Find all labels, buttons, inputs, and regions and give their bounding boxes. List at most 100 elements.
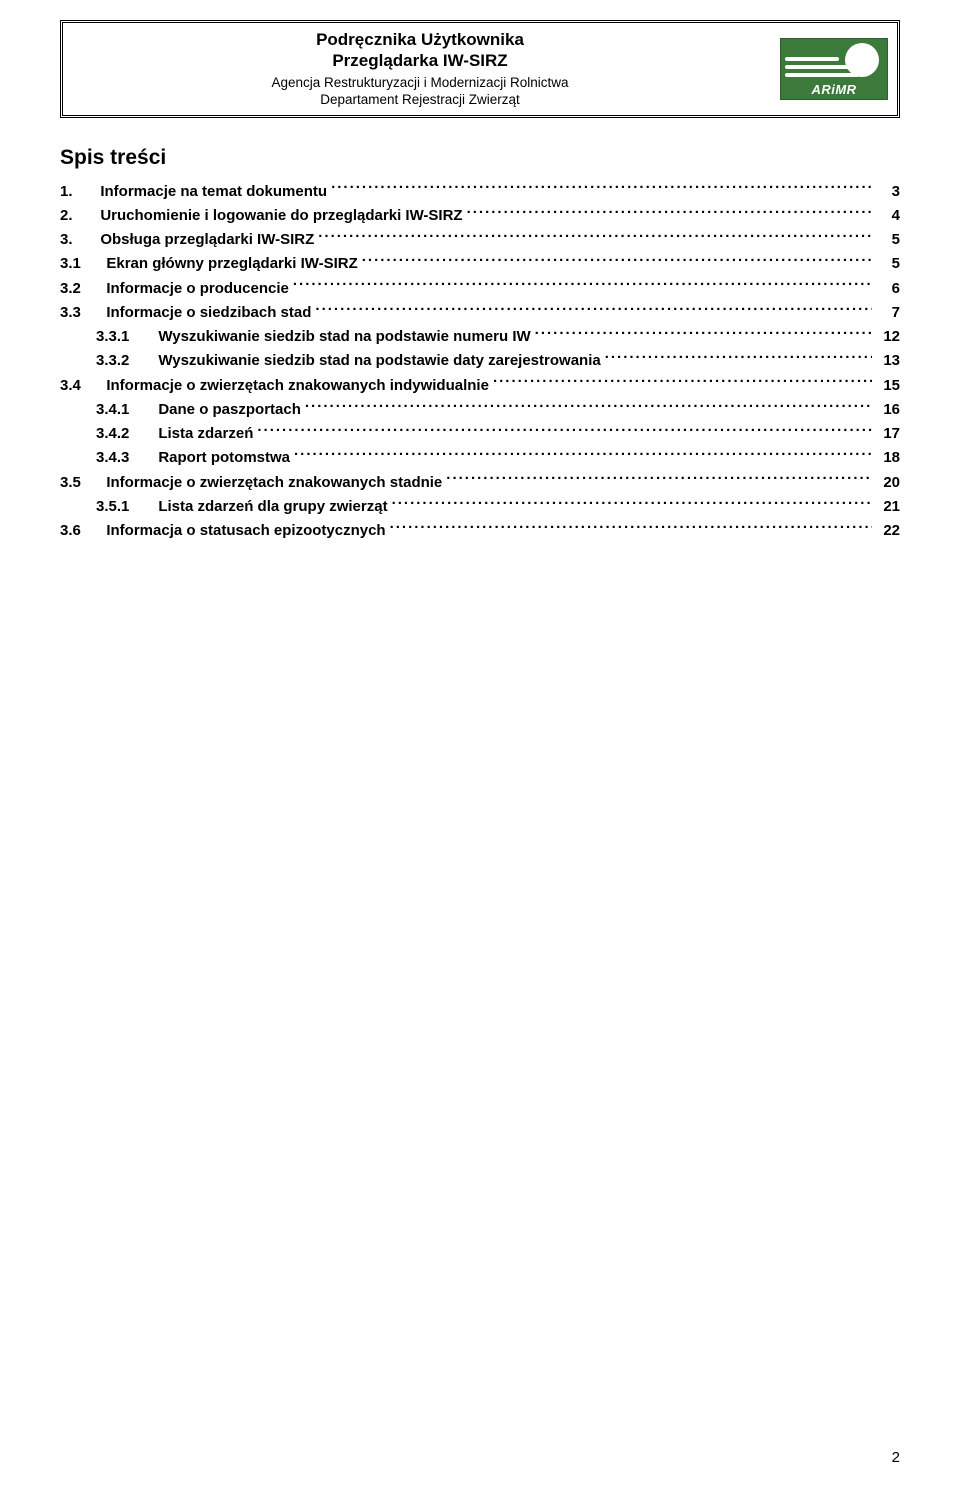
logo-stripe <box>785 73 859 77</box>
toc-entry-number: 3.4.1 <box>96 398 150 421</box>
toc-entry-label: Informacje o zwierzętach znakowanych ind… <box>106 374 489 397</box>
toc-entry-label: Raport potomstwa <box>158 446 290 469</box>
toc-entry-label: Lista zdarzeń <box>158 422 253 445</box>
toc-entry: 3.4.1 Dane o paszportach 16 <box>60 398 900 421</box>
toc-dot-leader <box>605 350 872 365</box>
header-sub-2: Departament Rejestracji Zwierząt <box>63 91 777 109</box>
toc-entry-label: Informacja o statusach epizootycznych <box>106 519 385 542</box>
toc-gap <box>150 495 158 518</box>
toc-gap <box>98 252 106 275</box>
document-page: Podręcznika Użytkownika Przeglądarka IW-… <box>0 0 960 1494</box>
toc-entry-number: 2. <box>60 204 92 227</box>
toc-entry-page: 3 <box>876 180 900 203</box>
toc-dot-leader <box>535 326 872 341</box>
toc-entry-label: Lista zdarzeń dla grupy zwierząt <box>158 495 387 518</box>
toc-entry: 2. Uruchomienie i logowanie do przegląda… <box>60 204 900 227</box>
toc-entry-number: 3.4.3 <box>96 446 150 469</box>
toc-entry: 1. Informacje na temat dokumentu 3 <box>60 180 900 203</box>
toc-entry: 3.3.1 Wyszukiwanie siedzib stad na podst… <box>60 325 900 348</box>
arimr-logo-icon: ARiMR <box>780 38 888 100</box>
toc-entry-number: 3.5 <box>60 471 98 494</box>
toc-entry-number: 3.2 <box>60 277 98 300</box>
toc-entry-page: 5 <box>876 228 900 251</box>
toc-dot-leader <box>390 520 872 535</box>
toc-entry: 3.3 Informacje o siedzibach stad 7 <box>60 301 900 324</box>
toc-entry-number: 3.3.2 <box>96 349 150 372</box>
toc-entry-page: 12 <box>876 325 900 348</box>
toc-dot-leader <box>293 278 872 293</box>
toc-entry-label: Wyszukiwanie siedzib stad na podstawie n… <box>158 325 530 348</box>
toc-entry: 3. Obsługa przeglądarki IW-SIRZ 5 <box>60 228 900 251</box>
logo-sun-shape <box>845 43 879 77</box>
toc-heading: Spis treści <box>60 146 900 170</box>
toc-entry-number: 1. <box>60 180 92 203</box>
toc-entry-page: 5 <box>876 252 900 275</box>
toc-entry-label: Obsługa przeglądarki IW-SIRZ <box>100 228 314 251</box>
toc-entry-number: 3. <box>60 228 92 251</box>
toc-entry-label: Dane o paszportach <box>158 398 301 421</box>
toc-entry-label: Informacje o siedzibach stad <box>106 301 311 324</box>
toc-entry: 3.5.1 Lista zdarzeń dla grupy zwierząt 21 <box>60 495 900 518</box>
toc-entry-label: Informacje na temat dokumentu <box>100 180 327 203</box>
toc-entry: 3.4.3 Raport potomstwa 18 <box>60 446 900 469</box>
logo-cell: ARiMR <box>777 23 897 115</box>
toc-dot-leader <box>331 181 872 196</box>
toc-entry-label: Uruchomienie i logowanie do przeglądarki… <box>100 204 462 227</box>
header-inner: Podręcznika Użytkownika Przeglądarka IW-… <box>63 23 897 115</box>
toc-entry-page: 18 <box>876 446 900 469</box>
toc-entry-number: 3.3 <box>60 301 98 324</box>
logo-brand-text: ARiMR <box>781 82 887 97</box>
toc-gap <box>98 471 106 494</box>
toc-entry-page: 13 <box>876 349 900 372</box>
toc-gap <box>98 519 106 542</box>
toc-dot-leader <box>315 302 872 317</box>
logo-stripe <box>785 65 849 69</box>
toc-entry-label: Wyszukiwanie siedzib stad na podstawie d… <box>158 349 600 372</box>
toc-dot-leader <box>467 205 872 220</box>
toc-dot-leader <box>257 423 872 438</box>
toc-entry-number: 3.1 <box>60 252 98 275</box>
toc-gap <box>150 422 158 445</box>
header-text-block: Podręcznika Użytkownika Przeglądarka IW-… <box>63 23 777 115</box>
toc-gap <box>98 277 106 300</box>
toc-entry: 3.4 Informacje o zwierzętach znakowanych… <box>60 374 900 397</box>
logo-stripe <box>785 57 839 61</box>
toc-gap <box>92 228 100 251</box>
toc-dot-leader <box>392 496 872 511</box>
toc-gap <box>150 446 158 469</box>
header-sub-1: Agencja Restrukturyzacji i Modernizacji … <box>63 74 777 92</box>
toc-entry-number: 3.4.2 <box>96 422 150 445</box>
toc-dot-leader <box>305 399 872 414</box>
toc-dot-leader <box>294 447 872 462</box>
toc-gap <box>92 180 100 203</box>
toc-entry-page: 7 <box>876 301 900 324</box>
toc-dot-leader <box>493 375 872 390</box>
toc-entry-label: Informacje o zwierzętach znakowanych sta… <box>106 471 442 494</box>
toc-entry-label: Ekran główny przeglądarki IW-SIRZ <box>106 252 357 275</box>
toc-gap <box>98 374 106 397</box>
table-of-contents: 1. Informacje na temat dokumentu32. Uruc… <box>60 180 900 543</box>
header-title-1: Podręcznika Użytkownika <box>63 29 777 50</box>
toc-entry-page: 17 <box>876 422 900 445</box>
toc-gap <box>98 301 106 324</box>
toc-entry: 3.1 Ekran główny przeglądarki IW-SIRZ 5 <box>60 252 900 275</box>
toc-entry: 3.3.2 Wyszukiwanie siedzib stad na podst… <box>60 349 900 372</box>
toc-entry-page: 15 <box>876 374 900 397</box>
toc-entry: 3.4.2 Lista zdarzeń 17 <box>60 422 900 445</box>
toc-entry: 3.6 Informacja o statusach epizootycznyc… <box>60 519 900 542</box>
toc-entry-page: 16 <box>876 398 900 421</box>
toc-entry-number: 3.5.1 <box>96 495 150 518</box>
toc-entry-page: 4 <box>876 204 900 227</box>
toc-entry-number: 3.4 <box>60 374 98 397</box>
toc-entry: 3.2 Informacje o producencie 6 <box>60 277 900 300</box>
document-header: Podręcznika Użytkownika Przeglądarka IW-… <box>60 20 900 118</box>
toc-entry-label: Informacje o producencie <box>106 277 289 300</box>
toc-entry-page: 20 <box>876 471 900 494</box>
toc-entry-number: 3.3.1 <box>96 325 150 348</box>
toc-gap <box>150 349 158 372</box>
header-title-2: Przeglądarka IW-SIRZ <box>63 50 777 71</box>
toc-entry-page: 6 <box>876 277 900 300</box>
toc-entry-page: 21 <box>876 495 900 518</box>
toc-entry-number: 3.6 <box>60 519 98 542</box>
toc-dot-leader <box>446 472 872 487</box>
